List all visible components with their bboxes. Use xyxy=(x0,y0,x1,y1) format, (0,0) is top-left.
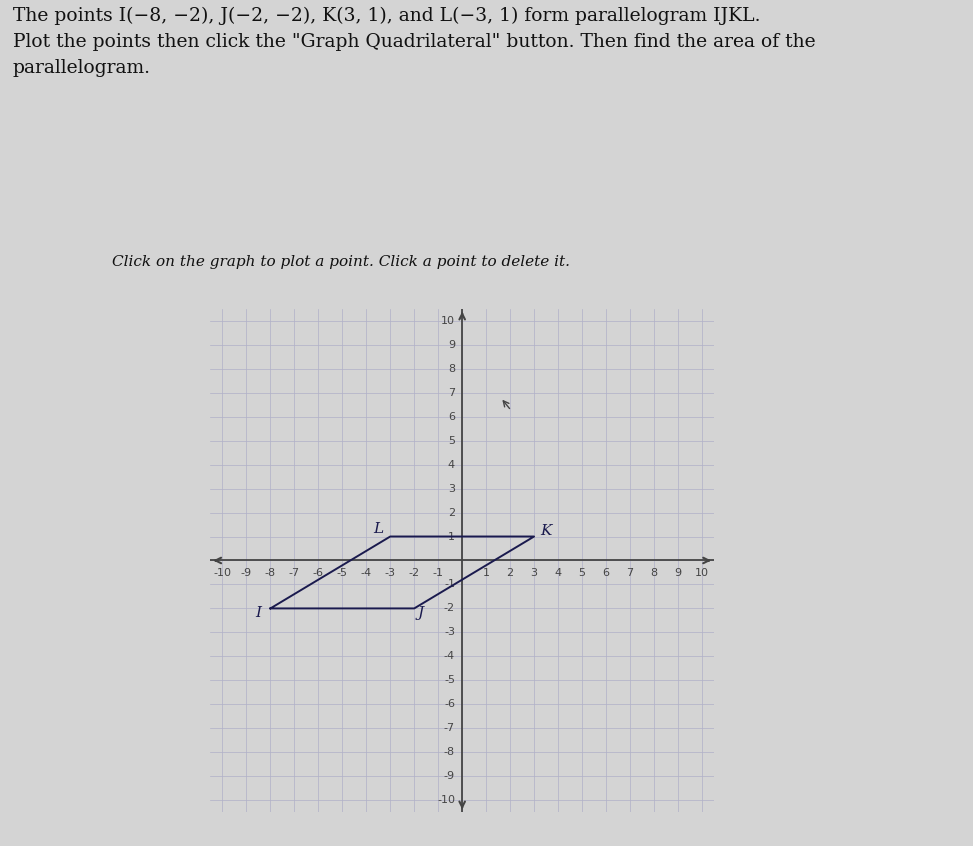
Text: 4: 4 xyxy=(555,568,561,578)
Text: 5: 5 xyxy=(579,568,586,578)
Text: 10: 10 xyxy=(441,316,455,326)
Text: -2: -2 xyxy=(409,568,419,578)
Text: -10: -10 xyxy=(213,568,232,578)
Text: 8: 8 xyxy=(448,364,455,374)
Text: The points I(−8, −2), J(−2, −2), K(3, 1), and L(−3, 1) form parallelogram IJKL.
: The points I(−8, −2), J(−2, −2), K(3, 1)… xyxy=(13,7,815,76)
Text: 7: 7 xyxy=(448,387,455,398)
Text: -5: -5 xyxy=(444,675,455,685)
Text: 9: 9 xyxy=(448,340,455,349)
Text: -1: -1 xyxy=(444,580,455,590)
Text: -4: -4 xyxy=(444,651,455,662)
Text: -3: -3 xyxy=(384,568,396,578)
Text: K: K xyxy=(540,525,552,538)
Text: 3: 3 xyxy=(530,568,538,578)
Text: -9: -9 xyxy=(241,568,252,578)
Text: 4: 4 xyxy=(448,459,455,470)
Text: -6: -6 xyxy=(313,568,324,578)
Text: -8: -8 xyxy=(265,568,276,578)
Text: -3: -3 xyxy=(444,628,455,637)
Text: 6: 6 xyxy=(602,568,609,578)
Text: 6: 6 xyxy=(448,412,455,421)
Text: -6: -6 xyxy=(444,700,455,709)
Text: J: J xyxy=(417,606,424,620)
Text: 8: 8 xyxy=(650,568,658,578)
Text: Click on the graph to plot a point. Click a point to delete it.: Click on the graph to plot a point. Clic… xyxy=(112,255,570,268)
Text: -7: -7 xyxy=(289,568,300,578)
Text: 7: 7 xyxy=(627,568,633,578)
Text: -4: -4 xyxy=(361,568,372,578)
Text: 1: 1 xyxy=(483,568,489,578)
Text: I: I xyxy=(255,606,261,620)
Text: 1: 1 xyxy=(448,531,455,541)
Text: 10: 10 xyxy=(695,568,709,578)
Text: -2: -2 xyxy=(444,603,455,613)
Text: 9: 9 xyxy=(674,568,681,578)
Text: 2: 2 xyxy=(448,508,455,518)
Text: L: L xyxy=(374,522,383,536)
Text: -10: -10 xyxy=(437,795,455,805)
Text: 3: 3 xyxy=(448,484,455,493)
Text: -5: -5 xyxy=(337,568,347,578)
Text: -1: -1 xyxy=(433,568,444,578)
Text: 5: 5 xyxy=(448,436,455,446)
Text: -7: -7 xyxy=(444,723,455,733)
Text: 2: 2 xyxy=(507,568,514,578)
Text: -9: -9 xyxy=(444,772,455,781)
Text: -8: -8 xyxy=(444,747,455,757)
